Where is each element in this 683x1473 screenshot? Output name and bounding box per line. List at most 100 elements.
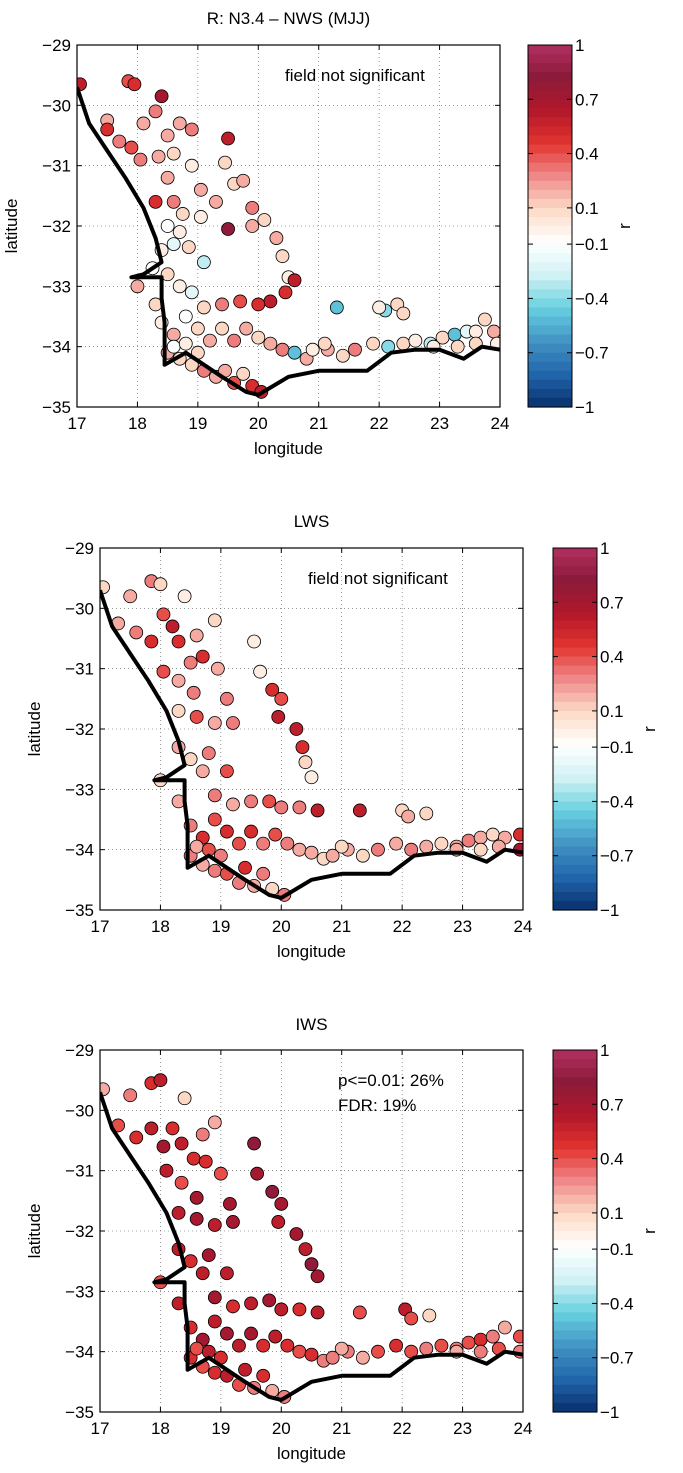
station-point — [355, 1350, 370, 1365]
colorbar-band — [553, 1384, 597, 1395]
x-tick-label: 24 — [514, 917, 533, 936]
y-tick-label: −34 — [42, 338, 71, 357]
station-point — [193, 182, 208, 197]
colorbar-band — [553, 593, 597, 603]
station-point — [396, 306, 411, 321]
x-tick-label: 23 — [453, 1419, 472, 1438]
station-point — [269, 231, 284, 245]
station-point — [156, 664, 171, 679]
station-point — [198, 1154, 213, 1169]
station-point — [172, 225, 187, 239]
y-axis-label: latitude — [2, 199, 21, 254]
station-point — [166, 327, 181, 342]
station-point — [148, 194, 163, 209]
x-tick-label: 18 — [151, 917, 170, 936]
x-tick-label: 22 — [370, 414, 389, 433]
colorbar-band — [553, 747, 597, 757]
station-point — [166, 339, 181, 354]
station-point — [156, 607, 171, 622]
colorbar-band — [528, 99, 572, 109]
colorbar-tick-label: −0.4 — [575, 289, 609, 308]
station-point — [127, 77, 142, 92]
station-point — [461, 1335, 476, 1350]
y-tick-label: −31 — [65, 1162, 94, 1181]
station-point — [352, 1305, 367, 1320]
colorbar-tick-label: 1 — [575, 36, 584, 55]
y-tick-label: −35 — [65, 901, 94, 920]
colorbar-band — [553, 1131, 597, 1142]
station-point — [207, 613, 222, 628]
station-point — [262, 794, 277, 809]
x-tick-label: 19 — [211, 917, 230, 936]
colorbar-band — [553, 1203, 597, 1214]
colorbar-band — [528, 63, 572, 73]
colorbar-band — [553, 647, 597, 658]
colorbar-band — [553, 1276, 597, 1286]
station-point — [371, 842, 385, 857]
station-point — [172, 116, 187, 131]
x-tick-label: 17 — [91, 917, 110, 936]
colorbar-band — [553, 1122, 597, 1133]
colorbar-band — [553, 1249, 597, 1259]
colorbar-band — [553, 656, 597, 667]
colorbar-band — [528, 262, 572, 272]
station-point — [304, 1347, 319, 1362]
data-points — [100, 1073, 523, 1404]
station-point — [447, 327, 462, 342]
station-point — [207, 1314, 222, 1329]
colorbar-tick-label: −0.4 — [600, 792, 634, 811]
x-tick-label: 24 — [514, 1419, 533, 1438]
y-axis-label: latitude — [25, 702, 44, 757]
station-point — [473, 1344, 488, 1359]
colorbar-label: r — [640, 726, 659, 732]
colorbar-band — [528, 244, 572, 254]
y-tick-label: −29 — [42, 36, 71, 55]
station-point — [184, 285, 199, 300]
station-point — [271, 1215, 286, 1229]
station-point — [419, 1341, 434, 1356]
station-point — [166, 146, 181, 161]
station-point — [207, 788, 222, 803]
coastline — [100, 1091, 523, 1402]
colorbar-band — [553, 837, 597, 848]
station-point — [166, 194, 181, 209]
colorbar-band — [553, 900, 597, 911]
station-point — [256, 1338, 271, 1353]
station-point — [171, 673, 186, 688]
y-tick-label: −30 — [65, 1101, 94, 1120]
station-point — [389, 1338, 404, 1353]
station-point — [310, 1269, 325, 1284]
station-point — [186, 685, 201, 700]
colorbar-band — [553, 1321, 597, 1332]
colorbar-band — [553, 810, 597, 821]
station-point — [422, 1308, 437, 1323]
station-point — [232, 1338, 246, 1353]
station-point — [434, 836, 449, 851]
colorbar-tick-label: 0.7 — [600, 1095, 624, 1114]
station-point — [247, 1136, 261, 1151]
colorbar-frame — [552, 1049, 598, 1413]
station-point — [372, 300, 387, 315]
station-point — [401, 809, 416, 824]
colorbar-band — [528, 334, 572, 345]
station-point — [203, 333, 217, 348]
colorbar-band — [528, 153, 572, 164]
colorbar-tick-label: 0.4 — [575, 145, 599, 164]
colorbar-band — [553, 566, 597, 576]
station-point — [160, 170, 175, 185]
station-point — [245, 219, 260, 233]
colorbar-band — [553, 882, 597, 893]
station-point — [310, 803, 325, 818]
station-point — [275, 342, 290, 357]
colorbar: 1 0.7 0.4 0.1 −0.1 −0.4 −0.7 −1 r — [552, 1041, 659, 1422]
station-point — [221, 131, 235, 146]
station-point — [160, 128, 175, 143]
colorbar-band — [528, 72, 572, 82]
station-point — [325, 848, 340, 863]
colorbar-band — [553, 1375, 597, 1386]
station-point — [215, 297, 229, 312]
colorbar-band — [528, 45, 572, 55]
station-point — [335, 348, 350, 363]
annotation-text: field not significant — [308, 569, 448, 588]
